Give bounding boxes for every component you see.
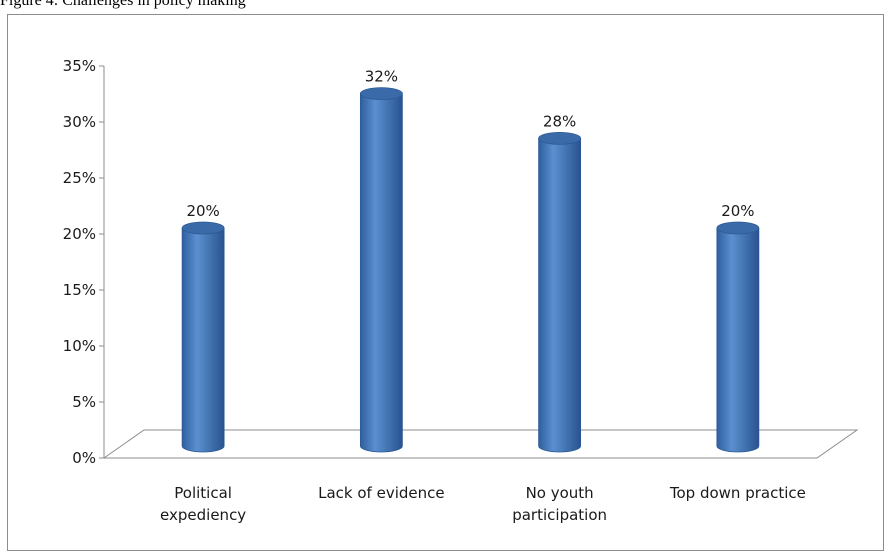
data-label: 20% [186, 202, 219, 220]
y-tick-label: 35% [63, 57, 96, 75]
bar-top [181, 221, 225, 235]
bar-body [538, 138, 582, 453]
bar [359, 87, 403, 453]
labels: 20% Political expediency 32% Lack of evidenc… [160, 68, 806, 524]
bar-body [181, 227, 225, 453]
bar [181, 221, 225, 453]
bar-body [359, 93, 403, 453]
bar-top [538, 131, 582, 145]
bar-top [359, 87, 403, 100]
y-tick-label: 30% [63, 113, 96, 131]
data-label: 28% [543, 112, 576, 130]
bar [538, 131, 582, 453]
bar [716, 221, 760, 453]
figure-caption: Figure 4: Challenges in policy making [0, 0, 246, 9]
bar-top [716, 221, 760, 235]
x-category-label: Top down practice [669, 484, 806, 502]
y-tick-label: 20% [63, 225, 96, 243]
bar-body [716, 227, 760, 453]
x-category-label: No youth participation [512, 484, 607, 524]
data-label: 32% [365, 68, 398, 86]
x-category-label: Lack of evidence [318, 484, 444, 502]
y-tick-label: 5% [72, 393, 96, 411]
axes: 0% 5% 10% 15% 20% 25% 30% 35% [63, 57, 859, 467]
x-category-label: Political expediency [160, 484, 246, 524]
y-tick-label: 0% [72, 449, 96, 467]
y-tick-label: 10% [63, 337, 96, 355]
y-tick-label: 25% [63, 169, 96, 187]
chart-floor [102, 429, 859, 459]
bars [181, 87, 760, 453]
y-tick-label: 15% [63, 281, 96, 299]
data-label: 20% [721, 202, 754, 220]
